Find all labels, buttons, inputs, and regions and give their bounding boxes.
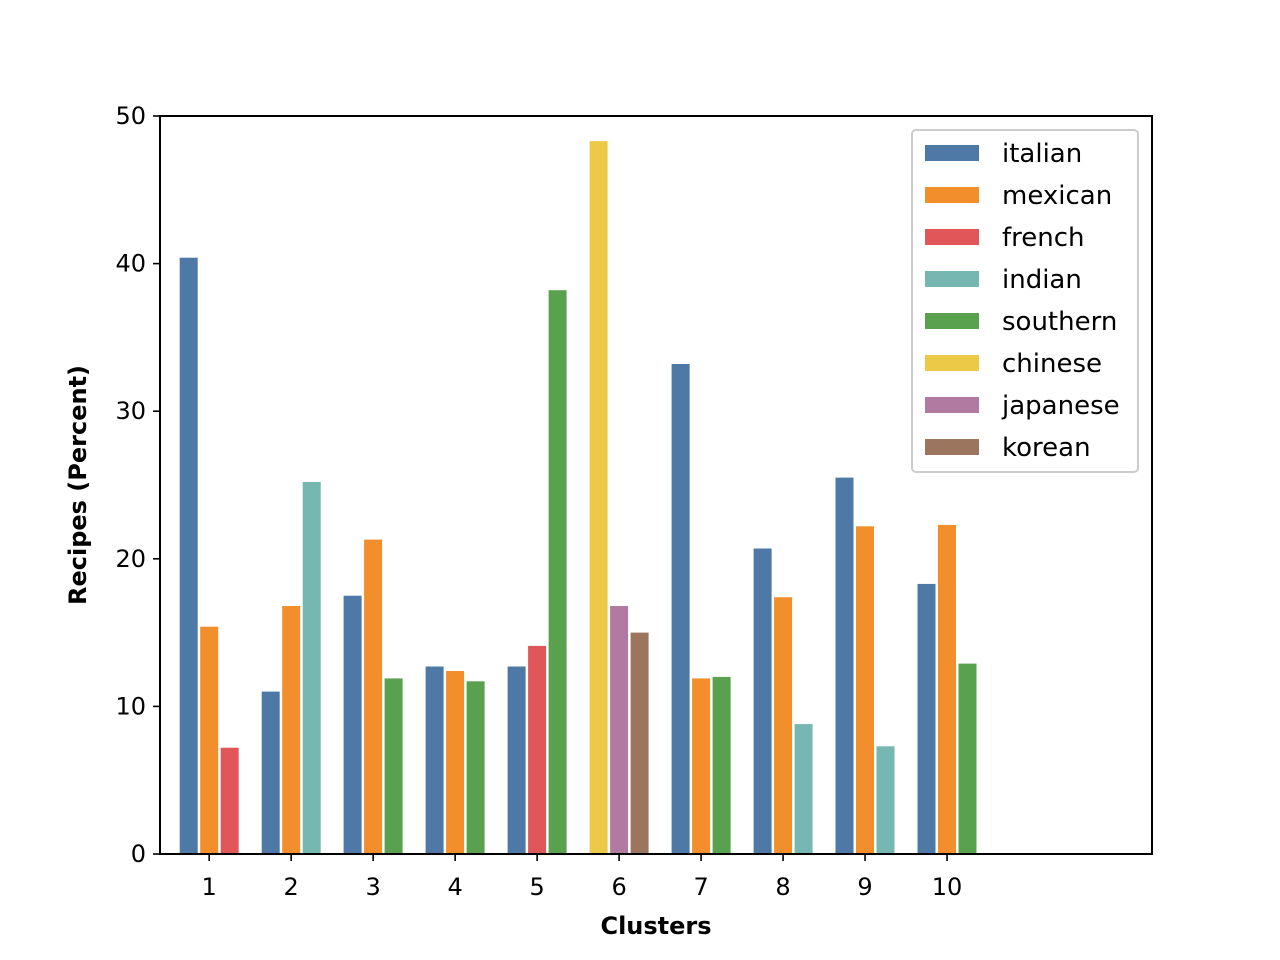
bar-cluster-10-mexican bbox=[938, 524, 956, 854]
bar-cluster-7-mexican bbox=[692, 678, 711, 854]
legend-label: southern bbox=[1002, 307, 1117, 337]
y-tick-label: 30 bbox=[115, 397, 146, 425]
y-axis-title: Recipes (Percent) bbox=[64, 365, 92, 605]
x-tick-label: 5 bbox=[529, 873, 544, 901]
bar-cluster-3-mexican bbox=[364, 539, 383, 854]
bar-cluster-2-indian bbox=[302, 482, 321, 854]
bar-cluster-6-chinese bbox=[589, 141, 608, 855]
y-axis: 0 10 20 30 40 50 bbox=[115, 102, 160, 868]
legend-frame bbox=[911, 129, 1139, 473]
y-tick-label: 0 bbox=[131, 840, 146, 868]
legend-swatch bbox=[925, 229, 979, 245]
bar-cluster-3-southern bbox=[384, 678, 403, 854]
legend-label: mexican bbox=[1002, 181, 1112, 211]
bars-layer bbox=[179, 141, 977, 855]
y-tick-label: 10 bbox=[115, 692, 146, 720]
legend-item-french: french bbox=[925, 223, 1085, 253]
legend-label: korean bbox=[1002, 433, 1091, 463]
legend-label: chinese bbox=[1002, 349, 1102, 379]
x-tick-label: 1 bbox=[202, 873, 217, 901]
x-tick-label: 6 bbox=[611, 873, 626, 901]
legend-swatch bbox=[925, 439, 979, 455]
bar-cluster-9-mexican bbox=[856, 526, 874, 854]
bar-cluster-4-southern bbox=[466, 681, 485, 854]
legend-label: italian bbox=[1002, 139, 1082, 169]
x-axis: 1 2 3 4 5 6 7 8 9 10 bbox=[202, 854, 963, 901]
plot-frame bbox=[159, 115, 1153, 855]
legend-item-mexican: mexican bbox=[925, 181, 1112, 211]
legend-item-indian: indian bbox=[925, 265, 1082, 295]
bar-cluster-5-southern bbox=[548, 290, 567, 854]
y-tick-label: 20 bbox=[115, 545, 146, 573]
bar-cluster-6-korean bbox=[630, 632, 649, 854]
bar-cluster-6-japanese bbox=[610, 606, 629, 854]
legend-swatch bbox=[925, 271, 979, 287]
legend-item-southern: southern bbox=[925, 307, 1117, 337]
bar-cluster-7-southern bbox=[712, 676, 731, 854]
legend-swatch bbox=[925, 145, 979, 161]
x-tick-label: 7 bbox=[693, 873, 708, 901]
bar-cluster-4-mexican bbox=[446, 671, 465, 854]
x-tick-label: 9 bbox=[857, 873, 872, 901]
bar-cluster-7-italian bbox=[671, 364, 690, 854]
legend-swatch bbox=[925, 313, 979, 329]
y-tick-label: 40 bbox=[115, 250, 146, 278]
legend-item-japanese: japanese bbox=[925, 391, 1120, 421]
bar-cluster-1-french bbox=[220, 747, 239, 854]
bar-cluster-9-italian bbox=[835, 477, 854, 854]
legend-label: indian bbox=[1002, 265, 1082, 295]
bar-cluster-8-indian bbox=[794, 724, 813, 854]
bar-cluster-5-french bbox=[528, 645, 547, 854]
legend-item-italian: italian bbox=[925, 139, 1082, 169]
legend-label: japanese bbox=[1001, 391, 1120, 421]
bar-cluster-1-mexican bbox=[200, 626, 219, 854]
legend-item-korean: korean bbox=[925, 433, 1091, 463]
legend: italian mexican french indian southern chines… bbox=[911, 129, 1139, 473]
bar-cluster-2-italian bbox=[261, 691, 280, 854]
bar-cluster-9-indian bbox=[876, 746, 895, 854]
x-tick-label: 10 bbox=[932, 873, 963, 901]
bar-cluster-8-mexican bbox=[774, 597, 793, 854]
x-tick-label: 3 bbox=[366, 873, 381, 901]
bar-cluster-8-italian bbox=[753, 548, 772, 854]
x-tick-label: 4 bbox=[447, 873, 462, 901]
x-tick-label: 2 bbox=[284, 873, 299, 901]
x-tick-label: 8 bbox=[775, 873, 790, 901]
bar-cluster-2-mexican bbox=[282, 606, 301, 854]
legend-items: italian mexican french indian southern chines… bbox=[925, 139, 1120, 463]
bar-cluster-4-italian bbox=[425, 666, 444, 854]
legend-item-chinese: chinese bbox=[925, 349, 1102, 379]
bar-cluster-10-southern bbox=[958, 663, 977, 854]
legend-swatch bbox=[925, 397, 979, 413]
legend-swatch bbox=[925, 187, 979, 203]
bar-cluster-5-italian bbox=[507, 666, 526, 854]
y-tick-label: 50 bbox=[115, 102, 146, 130]
x-axis-title: Clusters bbox=[600, 912, 711, 940]
legend-label: french bbox=[1002, 223, 1085, 253]
bar-cluster-1-italian bbox=[179, 257, 198, 854]
legend-swatch bbox=[925, 355, 979, 371]
bar-cluster-10-italian bbox=[917, 583, 936, 854]
bar-cluster-3-italian bbox=[343, 595, 362, 854]
